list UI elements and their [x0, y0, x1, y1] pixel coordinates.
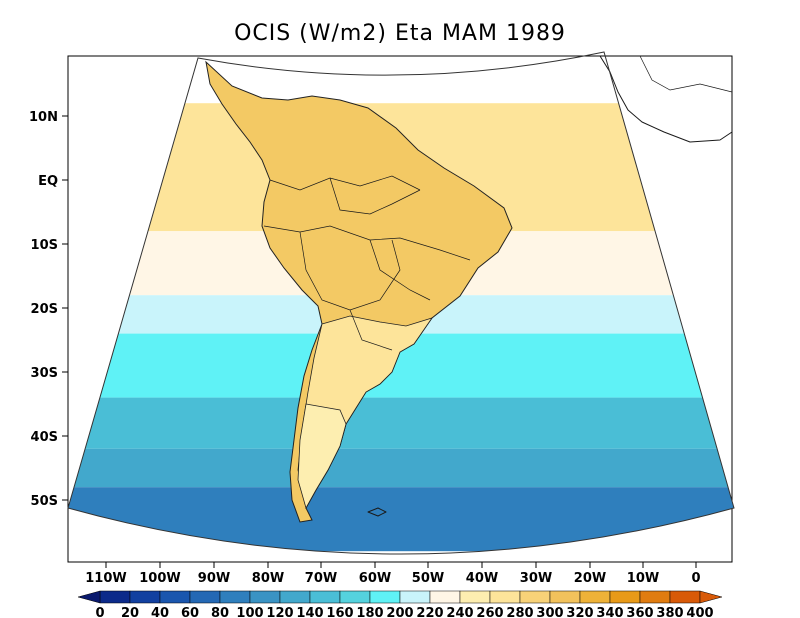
lat-label: 10S	[31, 238, 58, 253]
colorbar-segment	[369, 590, 401, 604]
lon-label: 100W	[139, 571, 180, 586]
lat-label: 40S	[31, 430, 58, 445]
colorbar-label: 340	[596, 606, 623, 618]
colorbar-segment	[339, 590, 371, 604]
colorbar-segment	[549, 590, 581, 604]
colorbar-segment	[99, 590, 131, 604]
colorbar-segment	[459, 590, 491, 604]
colorbar-segment	[669, 590, 701, 604]
lat-axis: 10N EQ 10S 20S 30S 40S 50S	[29, 110, 68, 509]
falkland-islands	[367, 507, 387, 517]
colorbar-label: 240	[446, 606, 473, 618]
lon-label: 0	[691, 571, 700, 586]
colorbar-label: 400	[686, 606, 713, 618]
domain-outline	[67, 51, 735, 555]
lon-label: 60W	[359, 571, 391, 586]
colorbar-label: 100	[236, 606, 263, 618]
colorbar-label: 200	[386, 606, 413, 618]
colorbar-segment	[489, 590, 521, 604]
colorbar-segment	[639, 590, 671, 604]
colorbar-labels: 0 20 40 60 80 100 120 140 160 180 200 220 240 260 280 3…	[95, 606, 713, 618]
field-bands	[68, 103, 734, 552]
lon-label: 20W	[574, 571, 606, 586]
colorbar-segment	[579, 590, 611, 604]
lat-label: 10N	[29, 110, 58, 125]
patagonia-land	[297, 403, 347, 510]
lat-label: 30S	[31, 366, 58, 381]
lon-label: 50W	[412, 571, 444, 586]
colorbar-label: 300	[536, 606, 563, 618]
lon-label: 10W	[627, 571, 659, 586]
colorbar-label: 320	[566, 606, 593, 618]
africa-border	[639, 55, 733, 93]
colorbar-label: 40	[151, 606, 169, 618]
colorbar-label: 140	[296, 606, 323, 618]
colorbar-label: 380	[656, 606, 683, 618]
colorbar-label: 60	[181, 606, 199, 618]
colorbar-label: 20	[121, 606, 139, 618]
lon-axis: 110W 100W 90W 80W 70W 60W 50W 40W 30W 20…	[85, 562, 701, 586]
colorbar-segment	[159, 590, 191, 604]
colorbar-segment	[609, 590, 641, 604]
colorbar-label: 80	[211, 606, 229, 618]
chart-title: OCIS (W/m2) Eta MAM 1989	[234, 21, 566, 46]
lon-label: 90W	[198, 571, 230, 586]
colorbar-segment	[219, 590, 251, 604]
field-band	[68, 448, 734, 488]
colorbar-label: 160	[326, 606, 353, 618]
colorbar-segment	[249, 590, 281, 604]
africa-coast	[599, 55, 733, 143]
colorbar-segment	[279, 590, 311, 604]
colorbar-segment	[399, 590, 431, 604]
colorbar-label: 260	[476, 606, 503, 618]
colorbar-label: 120	[266, 606, 293, 618]
colorbar-segment	[309, 590, 341, 604]
lat-label: 50S	[31, 494, 58, 509]
colorbar-low-arrow	[77, 590, 101, 604]
colorbar-label: 180	[356, 606, 383, 618]
country-borders	[263, 175, 471, 351]
lon-label: 30W	[520, 571, 552, 586]
lon-label: 80W	[252, 571, 284, 586]
colorbar-label: 280	[506, 606, 533, 618]
field-band	[68, 397, 734, 449]
colorbar-label: 220	[416, 606, 443, 618]
colorbar-label: 0	[95, 606, 104, 618]
lon-label: 70W	[305, 571, 337, 586]
lat-label: EQ	[38, 174, 58, 189]
lat-label: 20S	[31, 302, 58, 317]
colorbar-segment	[189, 590, 221, 604]
lon-label: 110W	[85, 571, 126, 586]
colorbar-high-arrow	[699, 590, 723, 604]
colorbar-label: 360	[626, 606, 653, 618]
colorbar	[77, 590, 723, 604]
colorbar-segment	[129, 590, 161, 604]
lon-label: 40W	[466, 571, 498, 586]
colorbar-segment	[519, 590, 551, 604]
colorbar-segment	[429, 590, 461, 604]
